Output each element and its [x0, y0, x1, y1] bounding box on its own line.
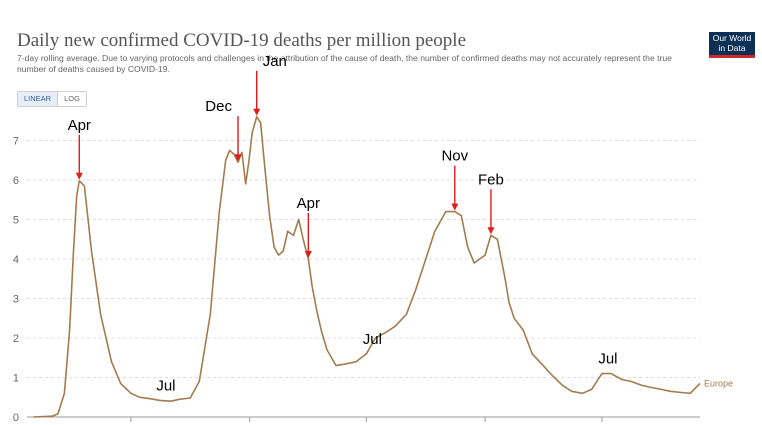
- annotation-label: Jul: [598, 351, 617, 368]
- owid-logo[interactable]: Our World in Data: [709, 32, 755, 58]
- y-tick-label: 2: [13, 333, 19, 345]
- annotation-arrowhead: [304, 251, 312, 258]
- logo-line-2: in Data: [718, 42, 746, 53]
- linear-scale-button[interactable]: LINEAR: [18, 92, 59, 106]
- y-tick-label: 0: [13, 412, 19, 424]
- y-tick-label: 1: [13, 373, 19, 385]
- series-label: Europe: [704, 378, 733, 388]
- y-tick-label: 6: [13, 175, 19, 187]
- log-scale-button[interactable]: LOG: [58, 92, 86, 106]
- series-line-europe: [33, 116, 701, 418]
- y-tick-label: 5: [13, 215, 19, 227]
- annotation-arrowhead: [487, 227, 495, 235]
- annotation-label: Apr: [297, 195, 320, 212]
- annotation-label: Jan: [263, 53, 287, 70]
- annotation-label: Jul: [156, 377, 175, 394]
- annotation-arrowhead: [234, 154, 242, 162]
- annotation-label: Dec: [205, 98, 232, 115]
- chart-title: Daily new confirmed COVID-19 deaths per …: [17, 30, 467, 51]
- y-tick-label: 4: [13, 254, 19, 266]
- annotation-arrowhead: [75, 172, 83, 180]
- annotation-arrowhead: [451, 203, 459, 211]
- annotation-label: Nov: [441, 148, 468, 165]
- y-tick-label: 3: [13, 294, 19, 306]
- y-tick-label: 7: [13, 136, 19, 148]
- annotation-label: Apr: [68, 117, 91, 134]
- logo-line-1: Our World: [712, 33, 752, 43]
- scale-toggle: LINEAR LOG: [17, 91, 87, 107]
- annotation-label: Jul: [363, 331, 382, 348]
- annotation-label: Feb: [478, 171, 504, 188]
- chart-subtitle: 7-day rolling average. Due to varying pr…: [17, 53, 672, 74]
- annotation-arrowhead: [253, 108, 261, 116]
